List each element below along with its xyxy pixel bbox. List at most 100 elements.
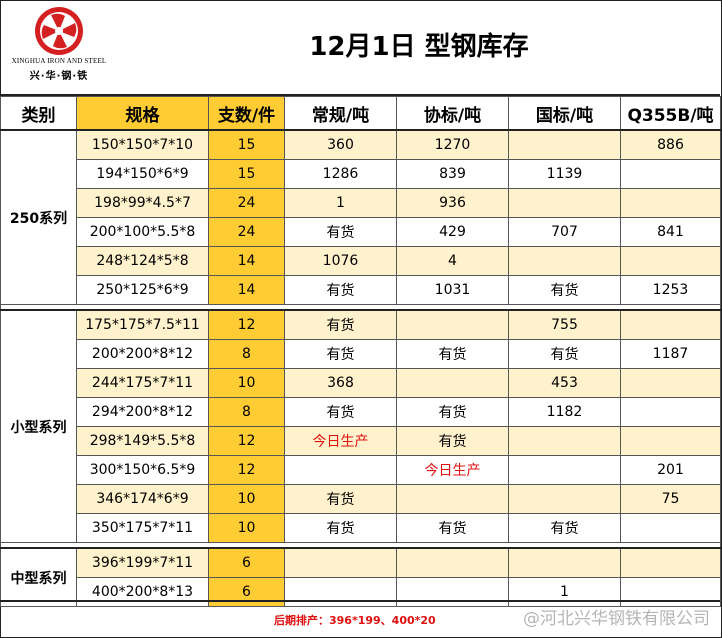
q355b-stock-cell: 886 (620, 129, 721, 160)
q355b-stock-cell (620, 397, 721, 427)
assoc-stock-cell (396, 368, 509, 398)
table-row: 346*174*6*9 10 有货 75 (1, 484, 721, 514)
col-header-assoc: 协标/吨 (396, 96, 509, 131)
assoc-stock-cell: 有货 (396, 426, 509, 456)
pieces-cell: 15 (208, 159, 285, 189)
national-stock-cell (508, 246, 621, 276)
spec-cell: 244*175*7*11 (76, 368, 209, 398)
q355b-stock-cell (620, 246, 721, 276)
table-row: 194*150*6*9 15 1286 839 1139 (1, 159, 721, 189)
assoc-stock-cell: 有货 (396, 397, 509, 427)
regular-stock-cell: 有货 (284, 397, 397, 427)
table-row: 294*200*8*12 8 有货 有货 1182 (1, 397, 721, 427)
pieces-cell: 14 (208, 246, 285, 276)
assoc-stock-cell: 1270 (396, 129, 509, 160)
regular-stock-cell: 有货 (284, 309, 397, 340)
regular-stock-cell (284, 455, 397, 485)
pieces-cell: 10 (208, 484, 285, 514)
spec-cell: 298*149*5.5*8 (76, 426, 209, 456)
regular-stock-cell: 368 (284, 368, 397, 398)
spec-cell: 346*174*6*9 (76, 484, 209, 514)
table-row: 200*200*8*12 8 有货 有货 有货 1187 (1, 339, 721, 369)
national-stock-cell: 1139 (508, 159, 621, 189)
inventory-body: 250系列 150*150*7*10 15 360 1270 886 194*150*6*9… (0, 129, 721, 607)
spec-cell: 350*175*7*11 (76, 513, 209, 543)
pieces-cell: 6 (208, 547, 285, 578)
assoc-stock-cell: 今日生产 (396, 455, 509, 485)
col-header-regular: 常规/吨 (284, 96, 397, 131)
regular-stock-cell: 1076 (284, 246, 397, 276)
q355b-stock-cell: 201 (620, 455, 721, 485)
national-stock-cell (508, 484, 621, 514)
national-stock-cell: 有货 (508, 339, 621, 369)
spec-cell: 194*150*6*9 (76, 159, 209, 189)
q355b-stock-cell: 1187 (620, 339, 721, 369)
col-header-pieces: 支数/件 (208, 96, 285, 131)
q355b-stock-cell (620, 159, 721, 189)
spec-cell: 175*175*7.5*11 (76, 309, 209, 340)
table-row: 250系列 150*150*7*10 15 360 1270 886 (0, 129, 721, 305)
spec-cell: 250*125*6*9 (76, 275, 209, 305)
regular-stock-cell: 有货 (284, 339, 397, 369)
col-header-category: 类别 (0, 96, 77, 131)
national-stock-cell (508, 188, 621, 218)
pieces-cell: 6 (208, 577, 285, 607)
regular-stock-cell: 1286 (284, 159, 397, 189)
national-stock-cell: 有货 (508, 275, 621, 305)
spec-cell: 198*99*4.5*7 (76, 188, 209, 218)
regular-stock-cell (284, 547, 397, 578)
future-production-note: 后期排产：396*199、400*20 (274, 614, 436, 627)
national-stock-cell: 453 (508, 368, 621, 398)
col-header-national: 国标/吨 (508, 96, 621, 131)
regular-stock-cell: 今日生产 (284, 426, 397, 456)
pieces-cell: 24 (208, 217, 285, 247)
regular-stock-cell: 有货 (284, 217, 397, 247)
spec-cell: 294*200*8*12 (76, 397, 209, 427)
table-row: 244*175*7*11 10 368 453 (1, 368, 721, 398)
table-row: 350*175*7*11 10 有货 有货 有货 (1, 513, 721, 543)
national-stock-cell: 1182 (508, 397, 621, 427)
national-stock-cell: 707 (508, 217, 621, 247)
logo-chinese-text: 兴·华·钢·铁 (29, 71, 89, 82)
assoc-stock-cell (396, 484, 509, 514)
regular-stock-cell: 有货 (284, 275, 397, 305)
national-stock-cell: 1 (508, 577, 621, 607)
regular-stock-cell (284, 577, 397, 607)
national-stock-cell (508, 129, 621, 160)
spec-cell: 200*100*5.5*8 (76, 217, 209, 247)
assoc-stock-cell (396, 547, 509, 578)
q355b-stock-cell (620, 309, 721, 340)
table-row: 250*125*6*9 14 有货 1031 有货 1253 (1, 275, 721, 305)
table-row: 198*99*4.5*7 24 1 936 (1, 188, 721, 218)
national-stock-cell: 有货 (508, 513, 621, 543)
regular-stock-cell: 360 (284, 129, 397, 160)
assoc-stock-cell (396, 309, 509, 340)
pieces-cell: 14 (208, 275, 285, 305)
table-row: 中型系列 396*199*7*11 6 (0, 547, 721, 607)
assoc-stock-cell: 有货 (396, 339, 509, 369)
inventory-table: 类别 规格 支数/件 常规/吨 协标/吨 国标/吨 Q355B/吨 250系列 1… (0, 96, 721, 607)
category-cell: 中型系列 (0, 547, 77, 607)
category-cell: 小型系列 (0, 309, 77, 543)
table-row: 200*100*5.5*8 24 有货 429 707 841 (1, 217, 721, 247)
q355b-stock-cell (620, 577, 721, 607)
pieces-cell: 15 (208, 129, 285, 160)
pieces-cell: 12 (208, 455, 285, 485)
q355b-stock-cell (620, 547, 721, 578)
spec-cell: 396*199*7*11 (76, 547, 209, 578)
pieces-cell: 8 (208, 339, 285, 369)
national-stock-cell: 755 (508, 309, 621, 340)
category-cell: 250系列 (0, 129, 77, 305)
footer: 后期排产：396*199、400*20 @河北兴华钢铁有限公司 (0, 600, 720, 638)
spec-cell: 248*124*5*8 (76, 246, 209, 276)
assoc-stock-cell: 1031 (396, 275, 509, 305)
national-stock-cell (508, 426, 621, 456)
assoc-stock-cell: 936 (396, 188, 509, 218)
q355b-stock-cell (620, 368, 721, 398)
pieces-cell: 8 (208, 397, 285, 427)
assoc-stock-cell: 429 (396, 217, 509, 247)
table-row: 248*124*5*8 14 1076 4 (1, 246, 721, 276)
table-row: 400*200*8*13 6 1 (1, 577, 721, 607)
company-logo: XINGHUA IRON AND STEEL 兴·华·钢·铁 (4, 4, 114, 90)
assoc-stock-cell: 4 (396, 246, 509, 276)
